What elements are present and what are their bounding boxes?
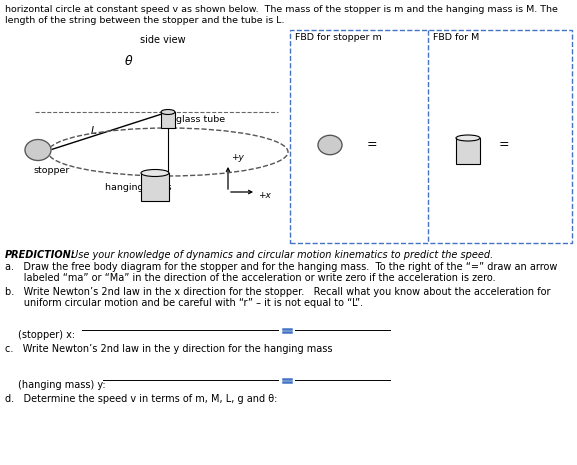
- Text: M: M: [464, 149, 472, 159]
- Text: c.   Write Newton’s 2nd law in the y direction for the hanging mass: c. Write Newton’s 2nd law in the y direc…: [5, 344, 332, 354]
- Text: m: m: [33, 145, 43, 155]
- Text: +y: +y: [231, 153, 244, 162]
- Text: PREDICTION:: PREDICTION:: [5, 250, 76, 260]
- Text: (hanging mass) y:: (hanging mass) y:: [18, 380, 106, 390]
- Text: =: =: [367, 139, 377, 152]
- Text: Use your knowledge of dynamics and circular motion kinematics to predict the spe: Use your knowledge of dynamics and circu…: [68, 250, 493, 260]
- Text: a.   Draw the free body diagram for the stopper and for the hanging mass.  To th: a. Draw the free body diagram for the st…: [5, 262, 557, 272]
- Text: side view: side view: [140, 35, 186, 45]
- Text: (stopper) x:: (stopper) x:: [18, 330, 75, 340]
- Text: L: L: [91, 126, 97, 136]
- Text: FBD for stopper m: FBD for stopper m: [295, 33, 382, 42]
- Text: =: =: [499, 139, 509, 152]
- Text: labeled “ma” or “Ma” in the direction of the acceleration or write zero if the a: labeled “ma” or “Ma” in the direction of…: [5, 273, 496, 283]
- Text: stopper: stopper: [33, 166, 69, 175]
- Text: horizontal circle at constant speed v as shown below.  The mass of the stopper i: horizontal circle at constant speed v as…: [5, 5, 558, 14]
- Text: θ: θ: [125, 55, 133, 68]
- Text: length of the string between the stopper and the tube is L.: length of the string between the stopper…: [5, 16, 284, 25]
- Text: M: M: [151, 185, 159, 195]
- Text: hanging mass: hanging mass: [105, 183, 171, 192]
- Text: FBD for M: FBD for M: [433, 33, 479, 42]
- Text: d.   Determine the speed v in terms of m, M, L, g and θ:: d. Determine the speed v in terms of m, …: [5, 394, 278, 404]
- Text: glass tube: glass tube: [176, 115, 225, 124]
- Text: uniform circular motion and be careful with “r” – it is not equal to “L”.: uniform circular motion and be careful w…: [5, 298, 363, 308]
- Text: +x: +x: [258, 191, 271, 200]
- Text: m: m: [325, 140, 335, 150]
- Text: b.   Write Newton’s 2nd law in the x direction for the stopper.   Recall what yo: b. Write Newton’s 2nd law in the x direc…: [5, 287, 550, 297]
